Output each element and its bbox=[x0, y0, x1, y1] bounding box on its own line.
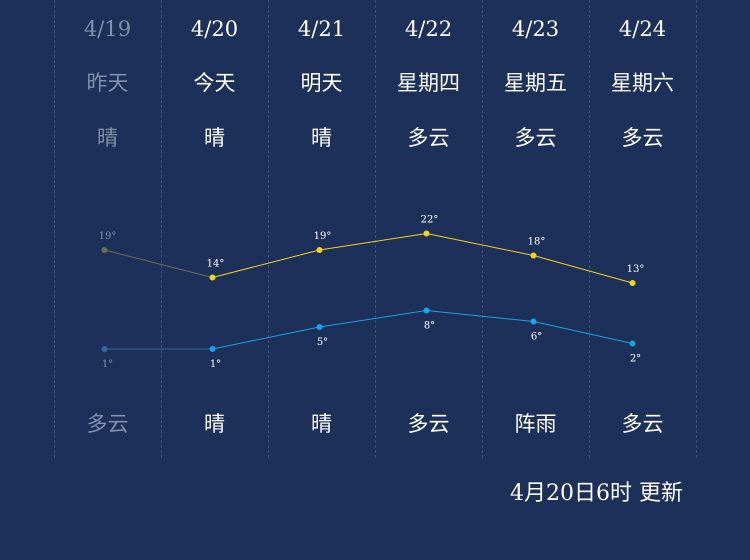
day-weather: 多云 bbox=[407, 126, 450, 150]
high-temp-point bbox=[209, 274, 216, 281]
night-weather: 晴 bbox=[311, 412, 332, 436]
day-weather: 多云 bbox=[621, 126, 664, 150]
low-temp-label: 5° bbox=[317, 337, 328, 348]
night-weather: 阵雨 bbox=[514, 412, 557, 436]
high-temp-line-segment bbox=[426, 233, 534, 256]
day-weather: 晴 bbox=[97, 126, 118, 150]
night-weather: 多云 bbox=[407, 412, 450, 436]
night-weather: 多云 bbox=[621, 412, 664, 436]
column-divider bbox=[161, 0, 162, 458]
low-temp-line-segment bbox=[533, 321, 633, 344]
high-temp-label: 19° bbox=[314, 231, 332, 242]
low-temp-label: 2° bbox=[630, 354, 641, 365]
low-temp-point bbox=[316, 324, 323, 330]
high-temp-label: 13° bbox=[627, 264, 645, 275]
day-name: 星期四 bbox=[397, 71, 460, 95]
low-temp-label: 6° bbox=[531, 332, 542, 343]
column-divider bbox=[696, 0, 697, 458]
temperature-chart: 19° 14° 19° 22° 18° 13° 1° 1° 5° 8° 6° 2° bbox=[99, 215, 645, 371]
low-temp-line-segment bbox=[426, 310, 534, 322]
update-time: 4月20日6时 更新 bbox=[510, 481, 683, 506]
night-weather: 多云 bbox=[86, 412, 129, 436]
high-temp-point bbox=[316, 247, 323, 253]
high-temp-line-segment bbox=[104, 249, 213, 278]
high-temp-point bbox=[423, 230, 430, 237]
day-name: 明天 bbox=[300, 71, 343, 95]
low-temp-point bbox=[209, 346, 216, 352]
high-temp-label: 14° bbox=[207, 259, 225, 270]
low-temp-line-segment bbox=[212, 326, 320, 350]
column-divider bbox=[54, 0, 55, 458]
column-divider bbox=[589, 0, 590, 458]
high-temp-point bbox=[101, 247, 108, 253]
day-date: 4/24 bbox=[618, 17, 667, 41]
high-temp-label: 19° bbox=[99, 231, 117, 242]
day-date: 4/21 bbox=[297, 17, 346, 41]
column-divider bbox=[375, 0, 376, 458]
low-temp-point bbox=[629, 340, 636, 347]
column-divider bbox=[482, 0, 483, 458]
day-name: 星期六 bbox=[611, 71, 674, 95]
low-temp-point bbox=[101, 346, 108, 352]
column-divider bbox=[268, 0, 269, 458]
night-weather: 晴 bbox=[204, 412, 225, 436]
low-temp-point bbox=[423, 307, 430, 314]
day-date: 4/22 bbox=[404, 17, 453, 41]
day-weather: 晴 bbox=[204, 126, 225, 150]
day-weather: 多云 bbox=[514, 126, 557, 150]
low-temp-point bbox=[530, 318, 537, 325]
high-temp-line-segment bbox=[319, 233, 427, 251]
day-weather: 晴 bbox=[311, 126, 332, 150]
day-name: 昨天 bbox=[86, 71, 129, 95]
high-temp-point bbox=[530, 252, 537, 259]
day-name: 星期五 bbox=[504, 71, 567, 95]
low-temp-label: 1° bbox=[210, 359, 221, 370]
day-date: 4/23 bbox=[511, 17, 560, 41]
day-name: 今天 bbox=[193, 71, 236, 95]
low-temp-line-segment bbox=[319, 310, 427, 328]
high-temp-line-segment bbox=[533, 255, 633, 284]
low-temp-label: 1° bbox=[102, 359, 113, 370]
low-temp-label: 8° bbox=[424, 321, 435, 332]
high-temp-line-segment bbox=[212, 249, 320, 278]
day-date: 4/20 bbox=[190, 17, 239, 41]
high-temp-point bbox=[629, 280, 636, 286]
high-temp-label: 22° bbox=[421, 215, 439, 226]
high-temp-label: 18° bbox=[528, 237, 546, 248]
day-date: 4/19 bbox=[83, 17, 132, 41]
